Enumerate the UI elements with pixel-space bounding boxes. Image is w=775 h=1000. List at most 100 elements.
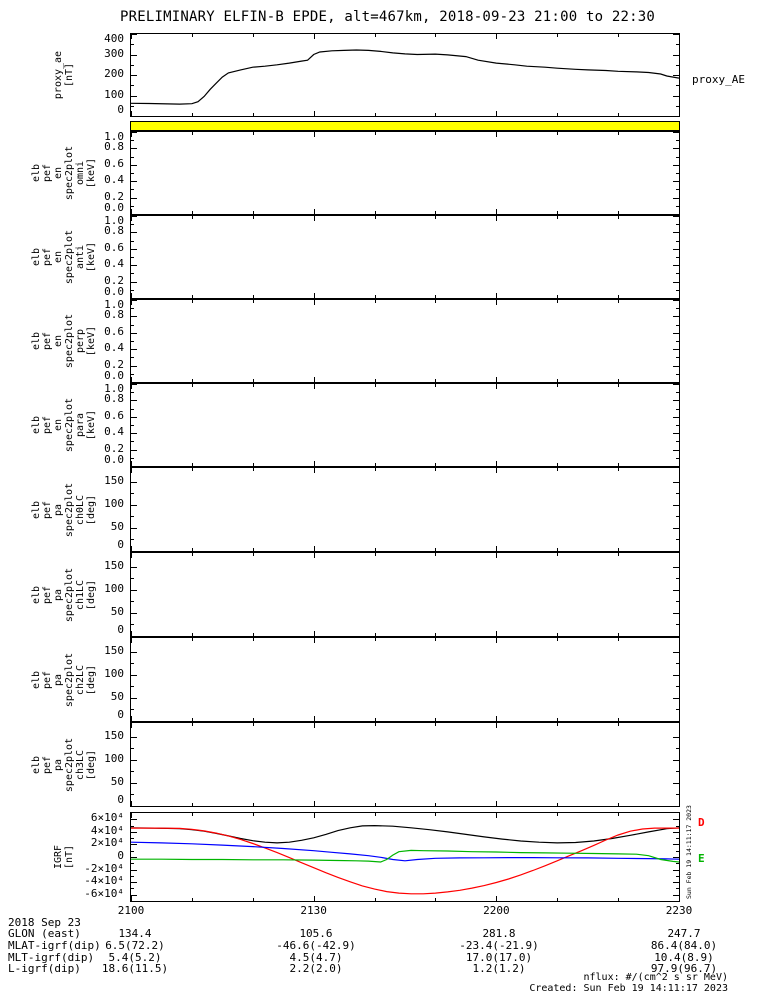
y-axis-label-en-spec-perp: elb pef en spec2plot perp [keV] [31,313,97,369]
var-row-value: 5.4(5.2) [108,951,162,964]
var-row-value: 2.2(2.0) [289,962,343,975]
var-row-label: MLT-igrf(dip) [8,951,95,964]
var-row-mlat: MLAT-igrf(dip) 6.5(72.2) -46.6(-42.9) -2… [0,940,775,952]
panel-proxy-ae [130,33,680,117]
y-tick-label: 6×10⁴ [90,811,124,824]
var-row-value: 6.5(72.2) [105,939,165,952]
y-tick-label: 100 [104,497,124,510]
y-tick-label: 150 [104,559,124,572]
var-row-value: 18.6(11.5) [101,962,169,975]
var-row-value: -23.4(-21.9) [459,939,539,952]
legend-letter-E: E [698,852,705,865]
y-axis-label-igrf: IGRF [nT] [53,844,75,870]
y-tick-label: 400 [104,32,124,45]
panel-pa-spec-ch2LC [130,637,680,722]
nflux-units-note: nflux: #/(cm^2 s sr MeV) [583,972,729,983]
series-D [131,827,679,895]
var-row-label: L-igrf(dip) [8,962,81,975]
y-tick-label: 0.2 [104,358,124,371]
var-row-value: 97.9(96.7) [650,962,718,975]
var-row-label: GLON (east) [8,927,81,940]
y-tick-label: 0 [117,849,124,862]
y-tick-label: 0.0 [104,201,124,214]
var-row-value: 134.4 [118,927,152,940]
series-N [131,841,679,862]
panel-en-spec-anti [130,215,680,299]
var-row-value: 281.8 [482,927,516,940]
y-tick-label: -4×10⁴ [84,874,124,887]
var-row-value: 86.4(84.0) [650,939,718,952]
y-tick-label: 0.4 [104,341,124,354]
var-row-value: 247.7 [667,927,701,940]
y-tick-label: -6×10⁴ [84,887,124,900]
y-tick-label: 0.2 [104,274,124,287]
panel-en-spec-omni [130,131,680,215]
y-tick-label: 0 [117,793,124,806]
y-tick-label: 50 [110,775,124,788]
var-row-value: 4.5(4.7) [289,951,343,964]
var-row-mlt: MLT-igrf(dip) 5.4(5.2) 4.5(4.7) 17.0(17.… [0,952,775,964]
y-tick-label: 100 [104,88,124,101]
y-tick-label: 100 [104,667,124,680]
date-label: 2018 Sep 23 [8,916,81,929]
y-tick-label: 0.0 [104,453,124,466]
y-tick-label: 300 [104,47,124,60]
y-tick-label: 1.0 [104,298,124,311]
y-tick-label: 50 [110,690,124,703]
panel-canvas-pa-spec-ch1LC [131,553,679,636]
y-tick-label: 0.8 [104,308,124,321]
series-E [131,849,679,863]
y-tick-label: 0.6 [104,409,124,422]
y-tick-label: 0.6 [104,157,124,170]
var-row-l: L-igrf(dip) 18.6(11.5) 2.2(2.0) 1.2(1.2)… [0,963,775,975]
y-tick-label: 0 [117,538,124,551]
panel-canvas-pa-spec-ch0LC [131,468,679,551]
y-tick-label: 1.0 [104,214,124,227]
y-axis-label-en-spec-anti: elb pef en spec2plot anti [keV] [31,229,97,285]
panel-en-spec-perp [130,299,680,383]
side-timestamp: Sun Feb 19 14:11:17 2023 [685,805,693,899]
y-tick-label: 0.8 [104,224,124,237]
var-row-value: 10.4(8.9) [654,951,714,964]
var-row-value: 17.0(17.0) [465,951,533,964]
y-tick-label: 0.6 [104,241,124,254]
x-tick-label: 2230 [665,904,693,917]
y-tick-label: 200 [104,67,124,80]
var-row-value: -46.6(-42.9) [276,939,356,952]
series-proxy_AE [131,49,679,105]
panel-canvas-proxy-ae [131,34,679,116]
y-tick-label: 0.4 [104,173,124,186]
y-tick-label: 150 [104,644,124,657]
right-label-proxy-ae: proxy_AE [692,73,745,86]
var-row-glon: GLON (east) 134.4 105.6 281.8 247.7 [0,928,775,940]
y-tick-label: 0 [117,708,124,721]
y-tick-label: 1.0 [104,382,124,395]
panel-pa-spec-ch0LC [130,467,680,552]
y-tick-label: 0 [117,623,124,636]
panel-canvas-en-spec-anti [131,216,679,298]
y-tick-label: 1.0 [104,130,124,143]
x-tick-label: 2200 [483,904,510,917]
y-tick-label: 0.2 [104,442,124,455]
var-row-value: 105.6 [299,927,333,940]
legend-letter-D: D [698,816,705,829]
y-tick-label: 50 [110,605,124,618]
y-tick-label: 0.8 [104,140,124,153]
y-axis-label-en-spec-para: elb pef en spec2plot para [keV] [31,397,97,453]
series-total [131,824,679,844]
panel-fast-survey-flag-bar [130,121,680,131]
created-timestamp: Created: Sun Feb 19 14:11:17 2023 [529,983,728,994]
y-tick-label: 100 [104,582,124,595]
y-tick-label: 0.4 [104,425,124,438]
y-axis-label-pa-spec-ch1LC: elb pef pa spec2plot ch1LC [deg] [31,567,97,622]
y-axis-label-pa-spec-ch0LC: elb pef pa spec2plot ch0LC [deg] [31,482,97,537]
y-tick-label: 150 [104,474,124,487]
y-axis-label-en-spec-omni: elb pef en spec2plot omni [keV] [31,145,97,201]
panel-pa-spec-ch1LC [130,552,680,637]
x-tick-label: 2130 [300,904,327,917]
panel-en-spec-para [130,383,680,467]
panel-canvas-en-spec-perp [131,300,679,382]
panel-canvas-en-spec-para [131,384,679,466]
